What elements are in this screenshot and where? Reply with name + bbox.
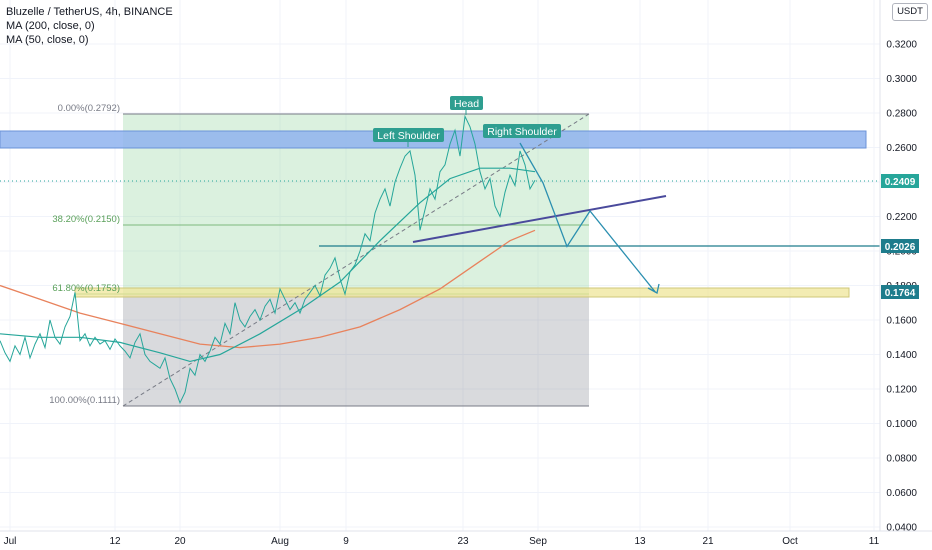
y-tick-label: 0.1400	[886, 350, 917, 361]
y-tick-label: 0.2600	[886, 143, 917, 154]
right-shoulder-label: Right Shoulder	[487, 126, 557, 138]
y-tick-label: 0.3000	[886, 74, 917, 85]
x-tick-label: Aug	[271, 536, 289, 547]
y-tick-label: 0.0800	[886, 454, 917, 465]
fib-lower-region	[123, 295, 589, 406]
x-tick-label: 20	[174, 536, 186, 547]
price-tag-target-text: 0.1764	[885, 288, 916, 299]
chart-legend: Bluzelle / TetherUS, 4h, BINANCE MA (200…	[6, 5, 173, 47]
head-callout[interactable]: Head	[450, 96, 483, 115]
head-label: Head	[454, 98, 479, 110]
ma50-legend[interactable]: MA (50, close, 0)	[6, 33, 173, 47]
fib-label-100: 100.00%(0.1111)	[49, 395, 120, 406]
price-tag-support: 0.2026	[881, 239, 919, 253]
symbol-title[interactable]: Bluzelle / TetherUS, 4h, BINANCE	[6, 5, 173, 19]
x-tick-label: Oct	[782, 536, 798, 547]
target-zone[interactable]	[75, 288, 849, 297]
y-tick-label: 0.1000	[886, 419, 917, 430]
x-tick-label: 13	[634, 536, 646, 547]
x-tick-label: 9	[343, 536, 349, 547]
fib-label-618: 61.80%(0.1753)	[52, 283, 120, 294]
y-tick-label: 0.2200	[886, 212, 917, 223]
y-tick-label: 0.1200	[886, 385, 917, 396]
left-shoulder-label: Left Shoulder	[377, 130, 440, 142]
x-tick-label: 23	[457, 536, 469, 547]
y-tick-label: 0.0600	[886, 488, 917, 499]
price-tag-target: 0.1764	[881, 285, 919, 299]
ma200-legend[interactable]: MA (200, close, 0)	[6, 19, 173, 33]
x-tick-label: 11	[869, 536, 880, 547]
currency-button[interactable]: USDT	[892, 3, 928, 21]
fib-label-382: 38.20%(0.2150)	[52, 214, 120, 225]
price-tag-current-text: 0.2409	[885, 177, 916, 188]
x-tick-label: Jul	[4, 536, 17, 547]
y-tick-label: 0.3200	[886, 40, 917, 51]
x-tick-label: 21	[702, 536, 714, 547]
right-shoulder-callout[interactable]: Right Shoulder	[483, 124, 561, 138]
price-tag-current: 0.2409	[881, 174, 919, 188]
y-tick-label: 0.1600	[886, 316, 917, 327]
fib-label-0: 0.00%(0.2792)	[58, 103, 120, 114]
x-tick-label: 12	[109, 536, 121, 547]
price-tag-support-text: 0.2026	[885, 242, 916, 253]
x-tick-label: Sep	[529, 536, 547, 547]
y-tick-label: 0.2800	[886, 109, 917, 120]
